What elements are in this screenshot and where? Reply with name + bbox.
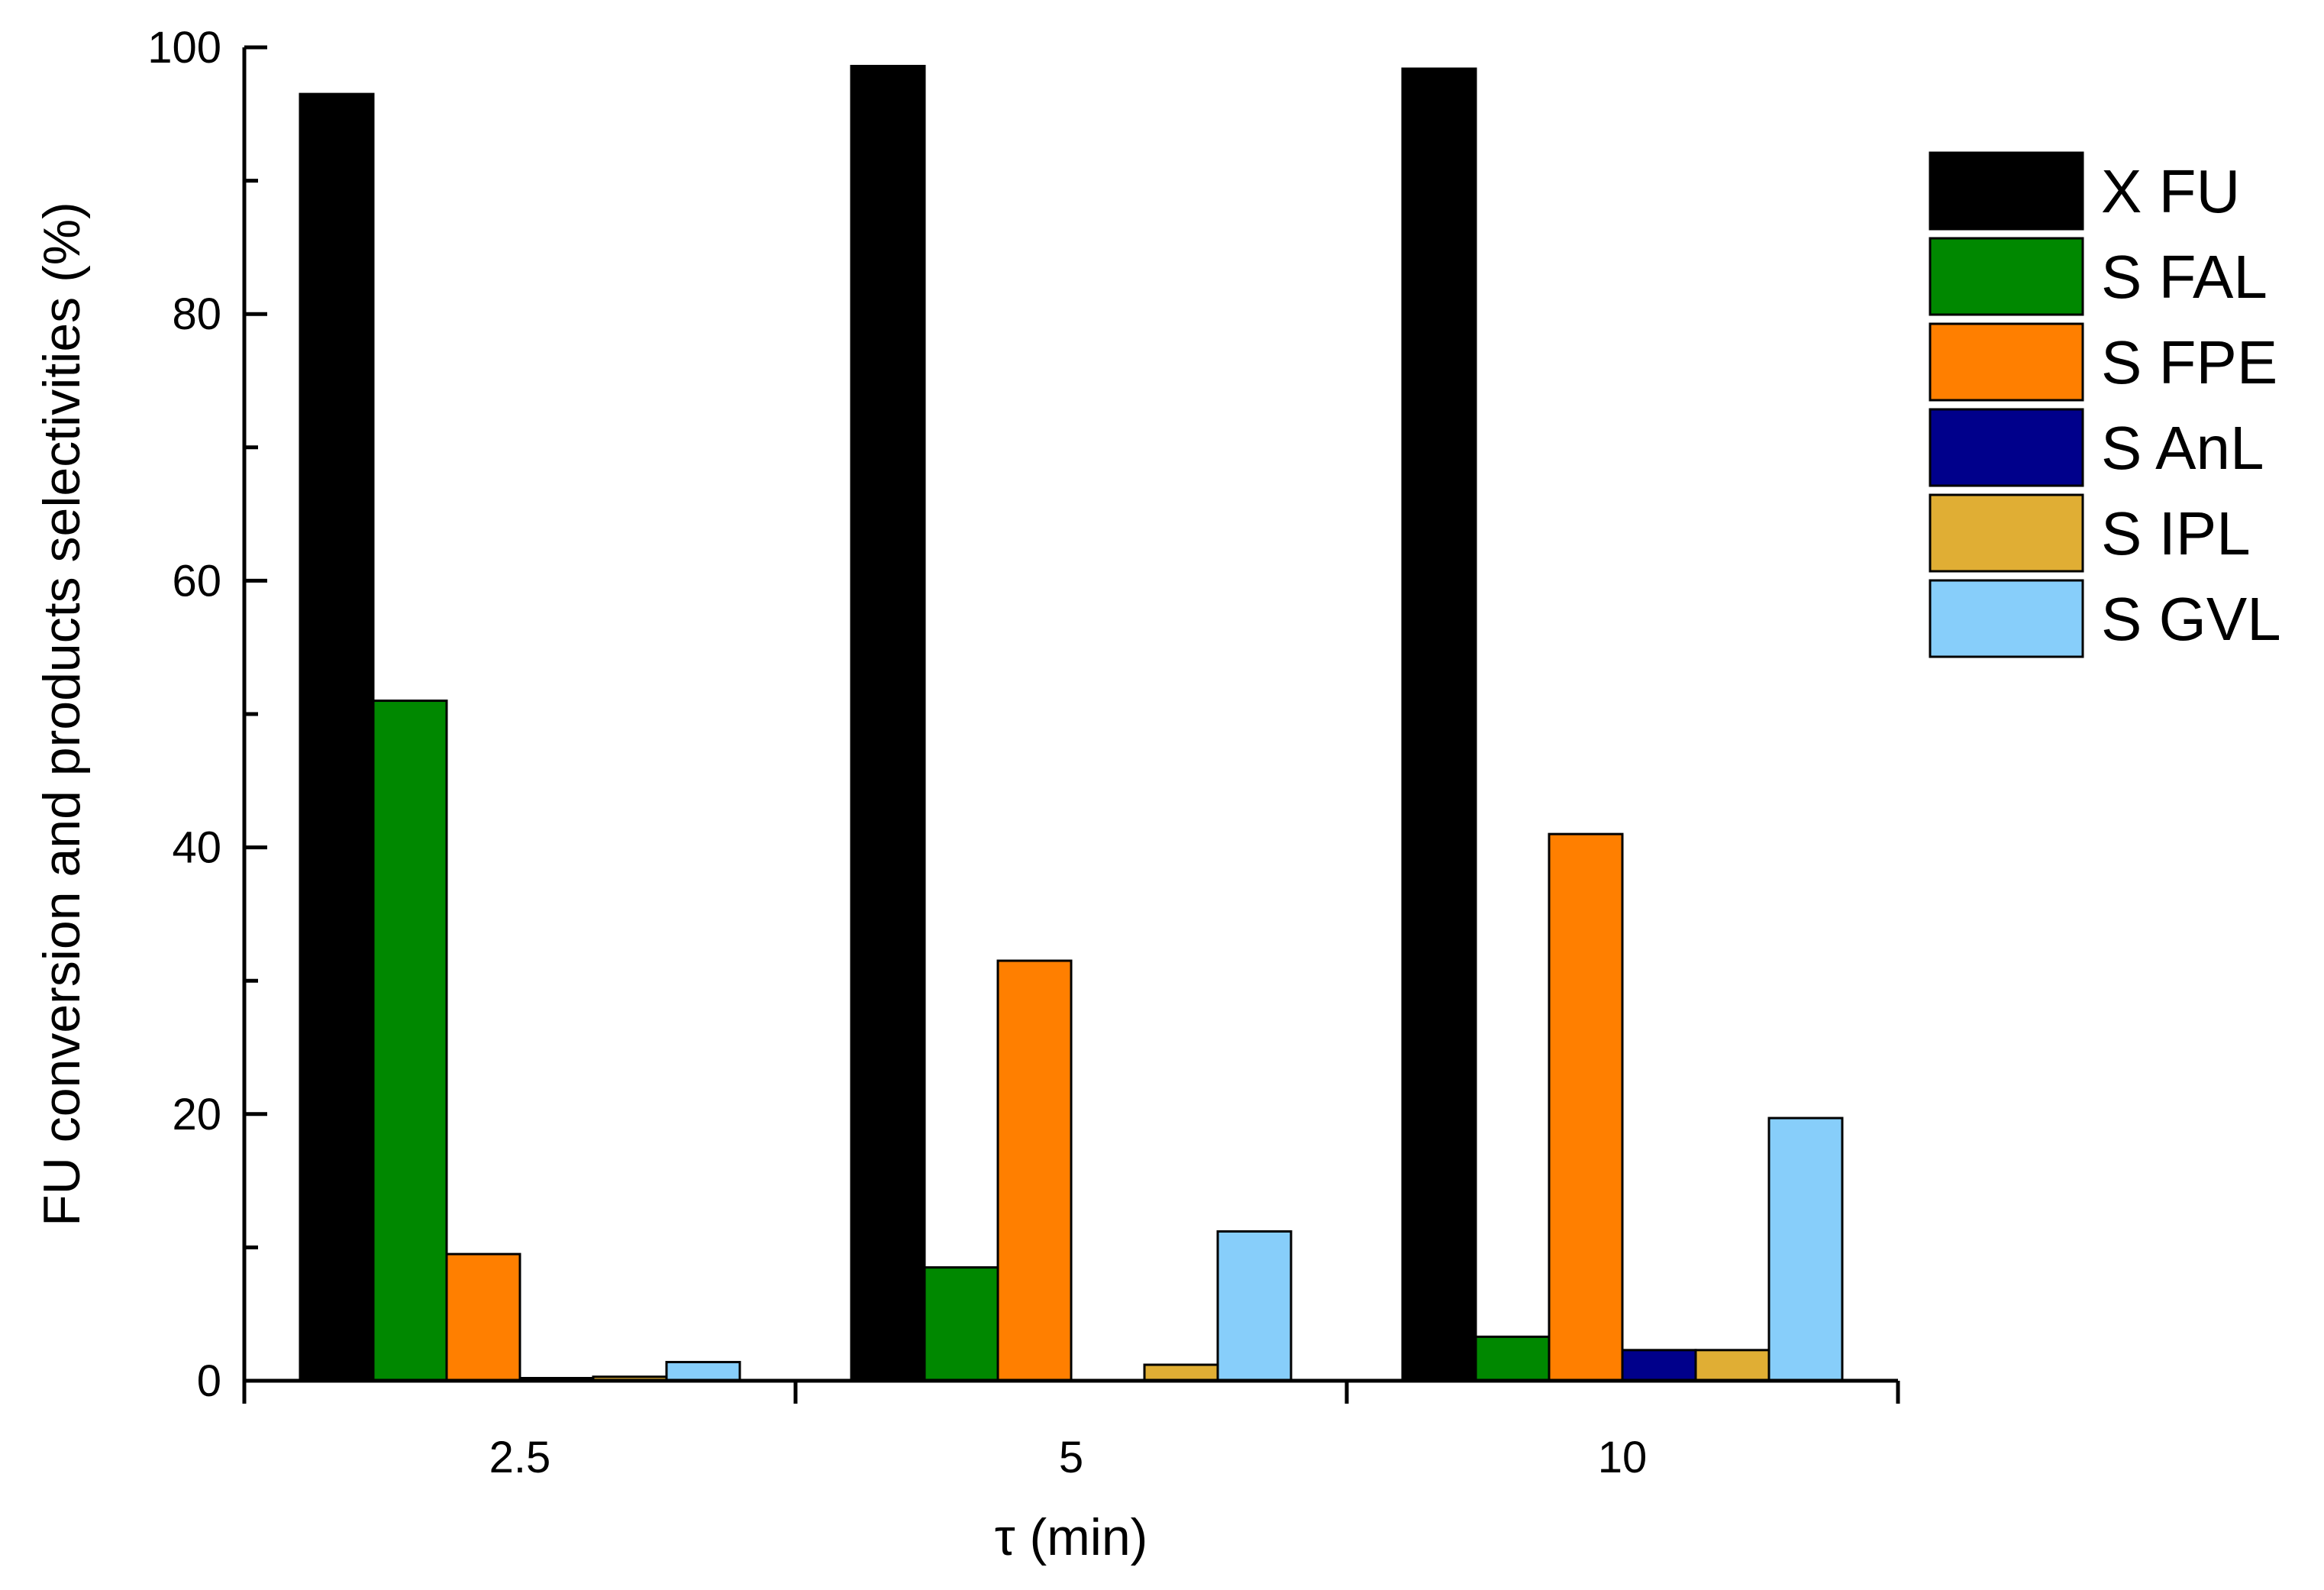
legend: X FU S FAL S FPE S AnL S IPL S GVL bbox=[1929, 151, 2281, 658]
bar bbox=[996, 959, 1073, 1382]
legend-swatch bbox=[1929, 408, 2084, 487]
x-tick-label: 10 bbox=[1598, 1433, 1648, 1482]
legend-swatch bbox=[1929, 579, 2084, 658]
bar bbox=[1474, 1335, 1551, 1382]
x-tick-label: 5 bbox=[1059, 1433, 1083, 1482]
bar bbox=[1694, 1349, 1770, 1382]
legend-label: S GVL bbox=[2101, 585, 2281, 653]
bar bbox=[1548, 832, 1624, 1382]
legend-swatch bbox=[1929, 237, 2084, 316]
bar bbox=[445, 1252, 521, 1382]
legend-label: S AnL bbox=[2101, 414, 2264, 482]
y-ticks-group: 0 20 40 60 80 100 bbox=[147, 23, 267, 1406]
legend-label: S FAL bbox=[2101, 243, 2268, 311]
x-axis-title: τ (min) bbox=[995, 1508, 1148, 1566]
bar bbox=[1143, 1363, 1219, 1382]
y-axis-title: FU conversion and products selectivities… bbox=[33, 202, 91, 1226]
bar bbox=[372, 700, 448, 1382]
y-tick-label: 80 bbox=[172, 289, 221, 339]
y-tick-label: 20 bbox=[172, 1090, 221, 1139]
bar bbox=[850, 64, 926, 1382]
bar bbox=[299, 92, 375, 1382]
legend-swatch bbox=[1929, 151, 2084, 231]
bar bbox=[1767, 1117, 1844, 1382]
bar bbox=[923, 1266, 999, 1382]
bars-group bbox=[299, 64, 1844, 1382]
legend-label: S FPE bbox=[2101, 328, 2277, 396]
legend-label: X FU bbox=[2101, 157, 2240, 225]
legend-label: S IPL bbox=[2101, 499, 2251, 567]
x-tick-label: 2.5 bbox=[489, 1433, 551, 1482]
y-tick-label: 100 bbox=[147, 23, 221, 73]
legend-swatch bbox=[1929, 322, 2084, 402]
bar bbox=[1216, 1230, 1293, 1382]
y-tick-label: 60 bbox=[172, 556, 221, 606]
bar bbox=[665, 1361, 741, 1382]
bar bbox=[1401, 67, 1477, 1382]
y-tick-label: 0 bbox=[197, 1356, 221, 1406]
x-ticks-group: 2.5 5 10 bbox=[242, 1381, 1900, 1482]
y-tick-label: 40 bbox=[172, 823, 221, 873]
legend-swatch bbox=[1929, 493, 2084, 573]
bar bbox=[1621, 1349, 1697, 1382]
